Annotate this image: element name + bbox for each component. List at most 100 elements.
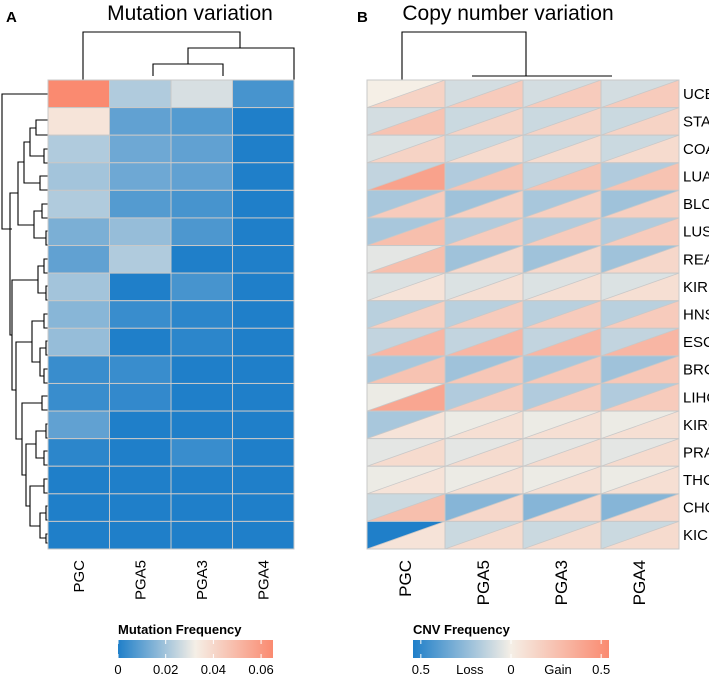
cnv-row-label: COAD xyxy=(683,141,709,158)
mutation-column-labels: PGC PGA5 PGA3 PGA4 xyxy=(71,560,273,600)
cnv-cell-divider xyxy=(522,162,602,191)
mutation-cell xyxy=(47,465,110,495)
cnv-cell-divider xyxy=(600,327,680,357)
cnv-cell-divider xyxy=(522,383,602,412)
cnv-legend-tick-label: Gain xyxy=(544,662,571,677)
mutation-legend-title: Mutation Frequency xyxy=(118,622,242,637)
cnv-cell-divider xyxy=(366,245,446,274)
cnv-cell-divider xyxy=(366,272,446,302)
cnv-legend-tick-label: 0.5 xyxy=(592,662,610,677)
cnv-cell-divider xyxy=(600,217,680,246)
cnv-cell-divider xyxy=(522,493,602,522)
cnv-cell-divider xyxy=(366,355,446,384)
mutation-cell xyxy=(170,107,233,136)
mutation-cell xyxy=(170,355,233,384)
mutation-cell xyxy=(170,493,233,522)
cnv-cell-divider xyxy=(444,355,524,384)
mutation-cell xyxy=(232,410,295,440)
mutation-column-dendrogram xyxy=(82,31,295,80)
cnv-row-label: CHOL xyxy=(683,500,709,517)
panel-a-letter: A xyxy=(6,9,17,26)
mutation-heatmap xyxy=(47,79,295,550)
mutation-legend-tick-label: 0 xyxy=(114,662,121,677)
mutation-cell xyxy=(170,134,233,164)
cnv-row-label: PRAD xyxy=(683,444,709,461)
cnv-cell-divider xyxy=(522,410,602,440)
mutation-cell xyxy=(109,493,172,522)
mutation-row-dendrogram xyxy=(1,93,48,544)
mutation-cell xyxy=(232,493,295,522)
mutation-cell xyxy=(109,382,172,412)
cnv-cell-divider xyxy=(366,217,446,246)
cnv-cell-divider xyxy=(600,438,680,467)
cnv-cell-divider xyxy=(366,162,446,191)
cnv-cell-divider xyxy=(444,493,524,522)
cnv-cell-divider xyxy=(600,189,680,219)
mutation-cell xyxy=(47,493,110,522)
cnv-cell-divider xyxy=(600,272,680,302)
cnv-cell-divider xyxy=(600,355,680,384)
mutation-cell xyxy=(109,79,172,109)
cnv-cell-divider xyxy=(444,217,524,246)
cnv-cell-divider xyxy=(444,438,524,467)
cnv-cell-divider xyxy=(600,493,680,522)
cnv-column-labels: PGC PGA5 PGA3 PGA4 xyxy=(396,560,649,605)
mutation-cell xyxy=(232,382,295,412)
mutation-cell xyxy=(232,245,295,274)
cnv-cell-divider xyxy=(444,245,524,274)
cnv-column-label: PGA4 xyxy=(630,560,649,605)
cnv-cell-divider xyxy=(366,107,446,136)
cnv-cell-divider xyxy=(366,79,446,108)
cnv-cell-divider xyxy=(444,465,524,495)
cnv-heatmap xyxy=(366,79,680,550)
cnv-legend-colorbar xyxy=(413,640,609,658)
mutation-cell xyxy=(109,189,172,219)
cnv-cell-divider xyxy=(366,327,446,357)
cnv-column-label: PGA3 xyxy=(552,560,571,605)
mutation-cell xyxy=(109,355,172,384)
mutation-cell xyxy=(109,272,172,302)
cnv-cell-divider xyxy=(600,410,680,440)
cnv-cell-divider xyxy=(600,162,680,191)
cnv-legend-ticks: 0.5 Loss 0 Gain 0.5 xyxy=(412,640,610,677)
panel-a: A Mutation variation xyxy=(1,2,295,677)
mutation-cell xyxy=(47,107,110,136)
mutation-cell xyxy=(170,189,233,219)
mutation-cell xyxy=(47,79,110,109)
cnv-cell-divider xyxy=(600,245,680,274)
cnv-cell-divider xyxy=(522,79,602,108)
cnv-cell-divider xyxy=(444,327,524,357)
cnv-column-dendrogram xyxy=(401,31,612,80)
mutation-cell xyxy=(170,465,233,495)
panel-b-letter: B xyxy=(357,9,368,26)
cnv-cell-divider xyxy=(600,300,680,329)
mutation-cell xyxy=(170,327,233,357)
cnv-cell-divider xyxy=(522,189,602,219)
mutation-cell xyxy=(170,79,233,109)
cnv-row-label: BRCA xyxy=(683,362,709,379)
mutation-cell xyxy=(109,107,172,136)
mutation-cell xyxy=(109,245,172,274)
panel-b-title: Copy number variation xyxy=(402,2,613,25)
mutation-column-label: PGA4 xyxy=(255,560,272,600)
cnv-cell-divider xyxy=(522,300,602,329)
cnv-cell-divider xyxy=(522,327,602,357)
cnv-cell-divider xyxy=(366,521,446,550)
mutation-cell xyxy=(47,300,110,329)
mutation-cell xyxy=(232,162,295,191)
cnv-cell-divider xyxy=(444,107,524,136)
mutation-cell xyxy=(47,355,110,384)
mutation-cell xyxy=(170,410,233,440)
mutation-cell xyxy=(232,107,295,136)
mutation-cell xyxy=(47,189,110,219)
mutation-cell xyxy=(170,520,233,550)
cnv-cell-divider xyxy=(522,245,602,274)
mutation-cell xyxy=(170,300,233,329)
mutation-cell xyxy=(232,300,295,329)
mutation-cell xyxy=(47,245,110,274)
cnv-cell-divider xyxy=(444,134,524,164)
mutation-column-label: PGA3 xyxy=(194,560,211,600)
cnv-cell-divider xyxy=(444,410,524,440)
cnv-row-label: READ xyxy=(683,251,709,268)
